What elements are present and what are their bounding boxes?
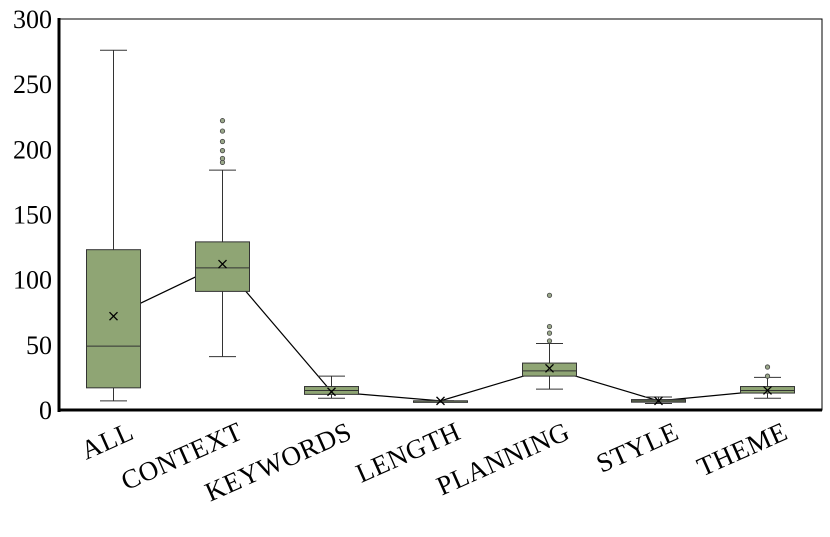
- y-tick-label: 0: [39, 396, 52, 425]
- mean-marker: [545, 363, 554, 373]
- mean-marker: [436, 396, 445, 406]
- outlier-point: [546, 292, 553, 298]
- outlier-point: [764, 373, 771, 379]
- mean-marker: [327, 387, 336, 397]
- outlier-point: [219, 138, 226, 145]
- outlier-point: [546, 338, 553, 344]
- iqr-box: [86, 249, 141, 389]
- box-length: [413, 396, 468, 406]
- mean-marker: [109, 311, 118, 321]
- box-theme: [740, 364, 795, 399]
- y-tick-label: 100: [13, 266, 52, 295]
- outlier-point: [546, 330, 553, 336]
- y-tick-label: 250: [13, 70, 52, 99]
- outlier-point: [219, 128, 226, 134]
- y-tick-label: 200: [13, 135, 52, 164]
- box-keywords: [304, 375, 359, 399]
- box-style: [631, 396, 686, 406]
- plot-frame: [57, 18, 823, 412]
- mean-marker: [218, 259, 227, 269]
- category-label: ALL: [76, 416, 138, 465]
- outlier-point: [219, 148, 226, 154]
- box-context: [195, 118, 250, 358]
- outlier-point: [546, 323, 553, 330]
- mean-marker: [763, 385, 772, 395]
- boxes-layer: [86, 49, 795, 406]
- box-all: [86, 49, 141, 402]
- mean-marker: [654, 396, 663, 406]
- box-planning: [522, 292, 577, 390]
- outlier-point: [219, 118, 226, 124]
- y-tick-label: 150: [13, 201, 52, 230]
- iqr-box: [522, 362, 577, 377]
- outlier-point: [219, 155, 226, 162]
- iqr-box: [195, 241, 250, 292]
- y-tick-label: 50: [26, 331, 52, 360]
- outlier-point: [764, 364, 771, 370]
- category-label: THEME: [693, 416, 792, 482]
- category-label: STYLE: [592, 416, 683, 479]
- y-axis: 0 50 100 150 200 250 300: [13, 5, 52, 425]
- plot-border: [58, 18, 823, 411]
- y-tick-label: 300: [13, 5, 52, 34]
